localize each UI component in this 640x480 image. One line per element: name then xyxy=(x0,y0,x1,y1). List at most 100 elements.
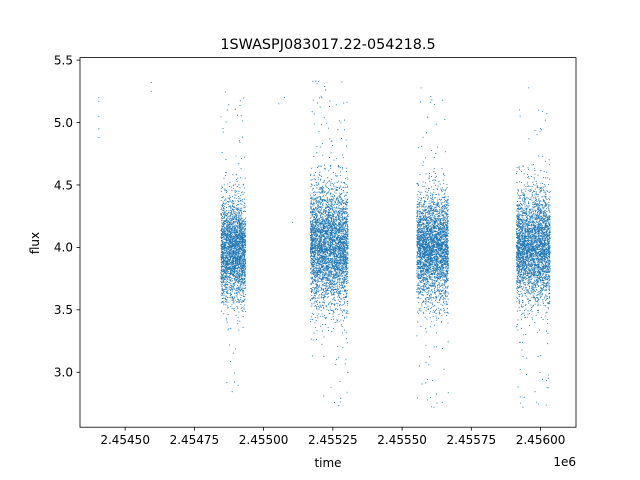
data-point xyxy=(229,196,231,199)
data-point xyxy=(329,201,331,203)
data-point xyxy=(222,230,224,232)
data-point xyxy=(220,280,222,282)
data-point xyxy=(232,232,235,234)
data-point xyxy=(220,208,222,211)
data-point xyxy=(232,266,234,268)
data-point xyxy=(243,263,246,265)
data-point xyxy=(321,124,323,126)
data-point xyxy=(340,213,342,215)
data-point xyxy=(235,212,237,214)
data-point xyxy=(314,211,316,213)
data-point xyxy=(233,258,235,260)
data-point xyxy=(233,237,235,239)
data-point xyxy=(222,128,224,130)
data-point xyxy=(342,219,344,221)
data-point xyxy=(329,219,331,221)
data-point xyxy=(322,202,324,204)
data-point xyxy=(244,227,246,229)
data-point xyxy=(220,234,222,236)
data-point xyxy=(235,198,237,200)
data-point xyxy=(230,218,232,220)
data-point xyxy=(334,206,336,208)
data-point xyxy=(234,191,236,194)
data-point xyxy=(223,288,225,290)
data-point xyxy=(239,231,241,233)
data-point xyxy=(336,249,338,251)
data-point xyxy=(227,239,229,241)
data-point xyxy=(224,285,226,287)
data-point xyxy=(238,223,240,225)
data-point xyxy=(320,246,322,248)
data-point xyxy=(334,203,336,205)
data-point xyxy=(238,272,241,275)
data-point xyxy=(243,295,245,298)
data-point xyxy=(309,206,311,208)
data-point xyxy=(342,278,344,280)
data-point xyxy=(239,235,241,237)
data-point xyxy=(239,250,241,252)
data-point xyxy=(245,206,247,208)
data-point xyxy=(222,220,224,222)
data-point xyxy=(316,276,318,278)
data-point xyxy=(244,156,246,158)
data-point xyxy=(223,238,225,240)
data-point xyxy=(227,291,229,293)
data-point xyxy=(224,288,226,291)
data-point xyxy=(343,299,345,301)
data-point xyxy=(311,205,313,207)
data-point xyxy=(328,180,330,182)
data-point xyxy=(234,232,236,234)
data-point xyxy=(340,298,343,300)
data-point xyxy=(233,299,235,301)
data-point xyxy=(234,296,236,298)
data-point xyxy=(232,277,234,279)
data-point xyxy=(221,277,223,280)
data-point xyxy=(345,332,347,334)
data-point xyxy=(330,183,332,185)
data-point xyxy=(240,244,242,246)
data-point xyxy=(240,263,242,265)
data-point xyxy=(225,291,228,293)
data-point xyxy=(242,290,244,292)
data-point xyxy=(338,202,340,204)
data-point xyxy=(242,219,244,221)
data-point xyxy=(229,249,231,251)
data-point xyxy=(239,249,241,251)
data-point xyxy=(236,301,238,303)
data-point xyxy=(239,209,241,211)
data-point xyxy=(237,214,239,216)
data-point xyxy=(222,275,224,277)
data-point xyxy=(242,273,244,276)
data-point xyxy=(329,306,331,308)
data-point xyxy=(344,204,347,206)
data-point xyxy=(240,259,242,261)
data-point xyxy=(326,256,328,258)
data-point xyxy=(340,287,342,289)
data-point xyxy=(232,235,234,237)
data-point xyxy=(310,251,312,253)
data-point xyxy=(236,274,238,276)
data-point xyxy=(328,157,331,159)
data-point xyxy=(232,216,234,218)
data-point xyxy=(326,186,328,188)
data-point xyxy=(330,282,332,284)
data-point xyxy=(339,266,341,268)
data-point xyxy=(220,259,222,261)
data-point xyxy=(317,317,319,319)
data-point xyxy=(312,312,314,314)
data-point xyxy=(223,269,225,271)
data-point xyxy=(315,338,317,341)
data-point xyxy=(232,221,235,223)
data-point xyxy=(226,224,228,226)
data-point xyxy=(319,171,321,173)
data-point xyxy=(342,347,344,349)
data-point xyxy=(313,113,315,115)
data-point xyxy=(311,273,313,275)
data-point xyxy=(338,221,341,223)
data-point xyxy=(336,319,339,322)
data-point xyxy=(236,223,238,225)
data-point xyxy=(238,311,240,313)
data-point xyxy=(222,272,225,274)
data-point xyxy=(335,286,337,288)
data-point xyxy=(226,262,228,264)
